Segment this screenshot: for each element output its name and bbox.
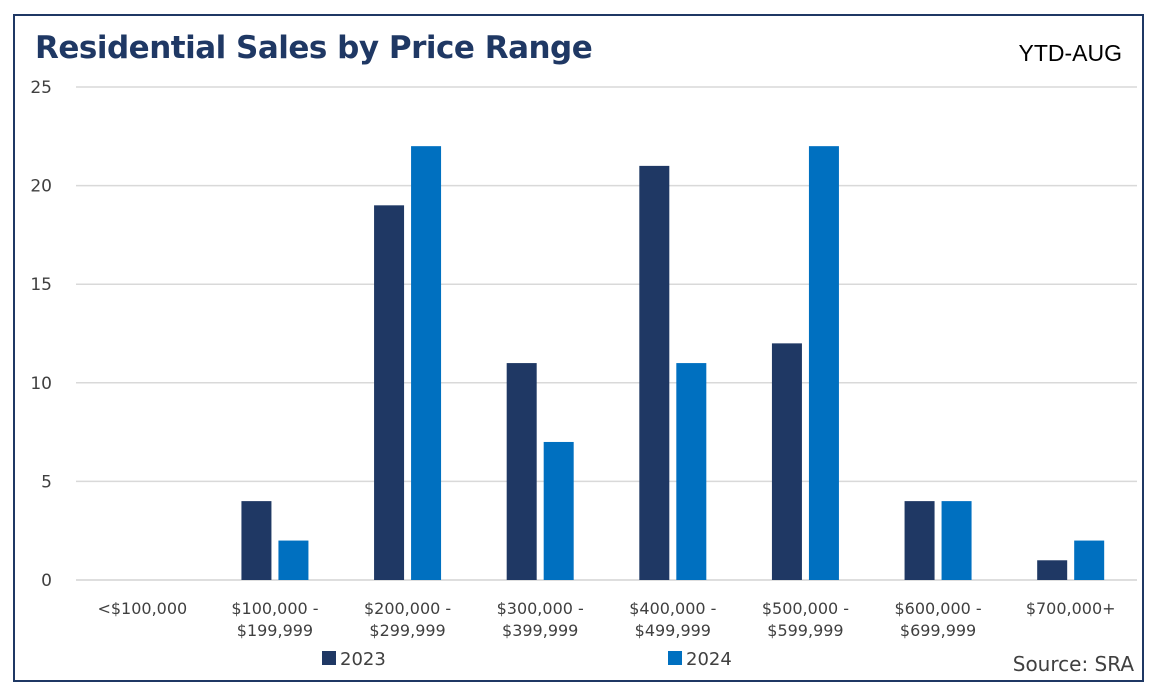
x-axis-categories: <$100,000 $100,000 -$199,999 $200,000 -$29…: [97, 599, 1115, 640]
bar-2024-4: [676, 363, 707, 580]
y-tick-label: 15: [30, 275, 52, 295]
legend-swatch-2024: [668, 651, 682, 665]
y-tick-label: 25: [30, 78, 52, 98]
period-label: YTD-AUG: [1018, 40, 1123, 66]
bar-2023-3: [506, 363, 537, 580]
x-category-label: $200,000 -$299,999: [364, 599, 451, 640]
x-category-label: $600,000 -$699,999: [894, 599, 981, 640]
source-note: Source: SRA: [1012, 652, 1134, 676]
y-tick-label: 20: [30, 177, 52, 197]
chart-title: Residential Sales by Price Range: [35, 30, 593, 66]
bar-2024-7: [1074, 540, 1105, 580]
bars: [241, 146, 1105, 580]
y-tick-label: 0: [41, 571, 52, 591]
x-category-label: $300,000 -$399,999: [497, 599, 584, 640]
legend-swatch-2023: [322, 651, 336, 665]
bar-2023-7: [1037, 560, 1068, 580]
bar-2024-5: [808, 146, 839, 580]
bar-2023-4: [639, 165, 670, 580]
bar-2024-1: [278, 540, 309, 580]
x-category-label: $500,000 -$599,999: [762, 599, 849, 640]
bar-2023-5: [771, 343, 802, 580]
legend: 2023 2024: [322, 649, 732, 670]
gridlines: [76, 86, 1137, 581]
legend-label-2023: 2023: [340, 649, 386, 670]
bar-2024-2: [411, 146, 442, 580]
bar-2024-3: [543, 441, 574, 580]
bar-2023-2: [374, 205, 405, 580]
y-tick-label: 10: [30, 374, 52, 394]
x-category-label: <$100,000: [97, 599, 187, 618]
bar-2023-6: [904, 501, 935, 580]
x-category-label: $400,000 -$499,999: [629, 599, 716, 640]
x-category-label: $100,000 -$199,999: [231, 599, 318, 640]
bar-2023-1: [241, 501, 272, 580]
x-category-label: $700,000+: [1026, 599, 1116, 618]
y-tick-label: 5: [41, 472, 52, 492]
y-axis-ticks: 0 5 10 15 20 25: [30, 78, 52, 591]
legend-label-2024: 2024: [686, 649, 732, 670]
bar-2024-6: [941, 501, 972, 580]
